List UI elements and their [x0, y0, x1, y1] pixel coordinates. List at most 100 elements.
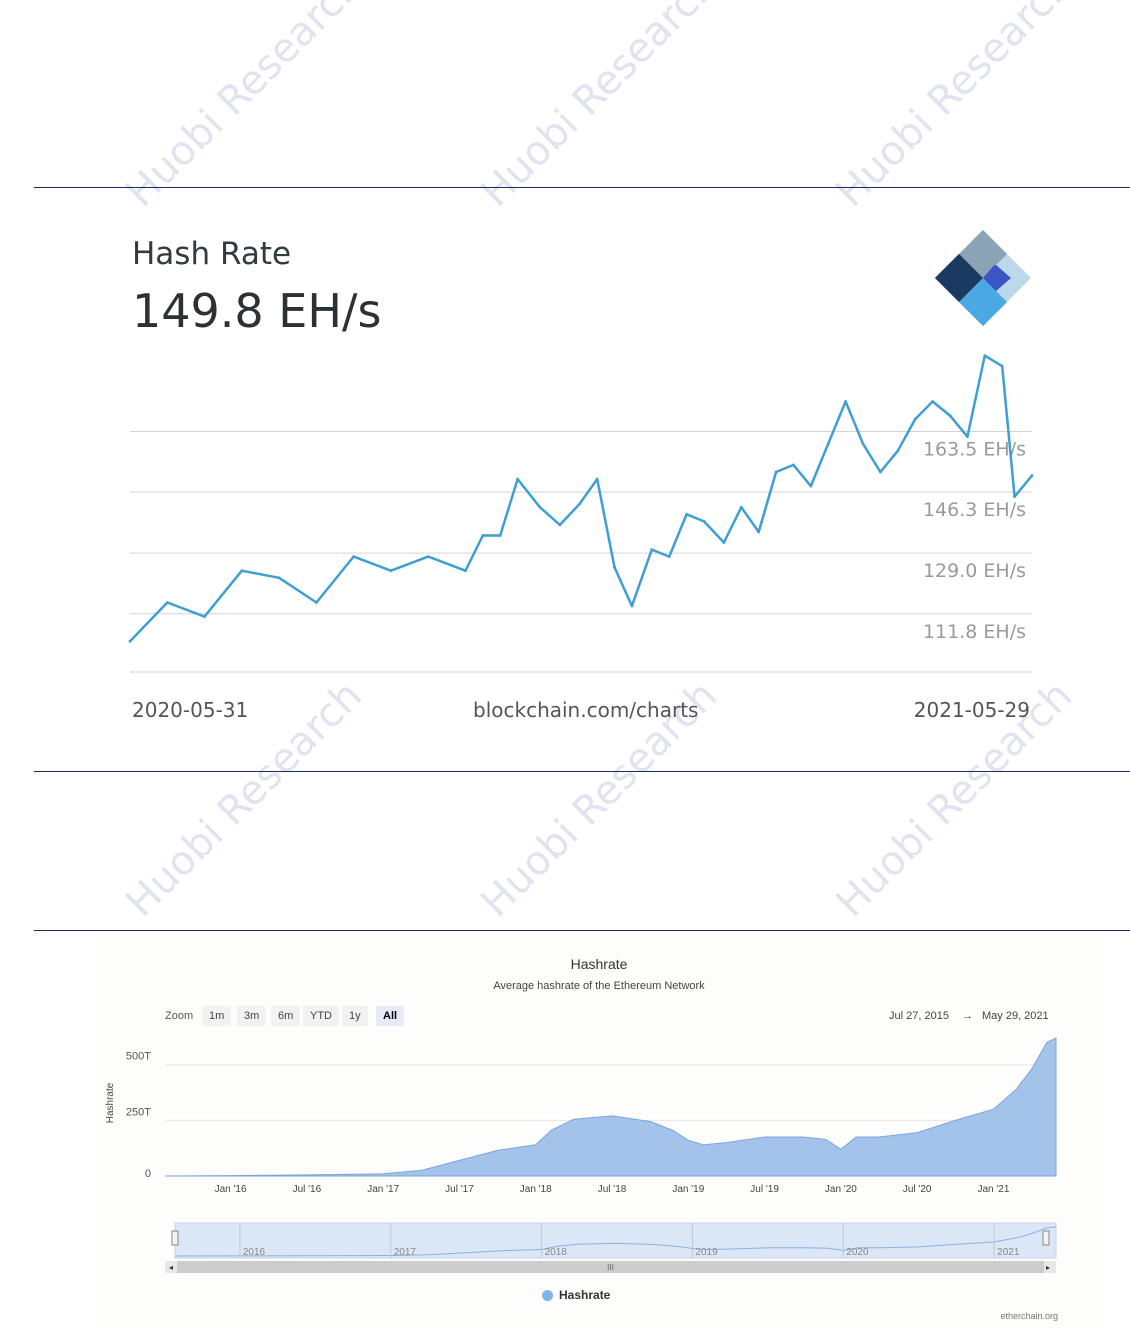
chart-title: Hashrate [570, 956, 628, 972]
source-label: blockchain.com/charts [473, 698, 699, 722]
zoom-label: Zoom [165, 1010, 194, 1022]
data-point [861, 442, 865, 446]
start-date: 2020-05-31 [132, 698, 249, 722]
watermark-text: Huobi Research [472, 0, 727, 216]
x-tick-label: Jul '20 [903, 1184, 932, 1195]
y-tick-label: 111.8 EH/s [923, 621, 1026, 643]
data-point [1030, 474, 1034, 477]
data-point [426, 555, 430, 559]
scrollbar-grip-icon: III [607, 1263, 614, 1272]
zoom-ytd-button[interactable]: YTD [303, 1006, 339, 1026]
y-tick-label: 163.5 EH/s [923, 438, 1026, 460]
end-date: 2021-05-29 [913, 698, 1030, 722]
chart-subtitle: Average hashrate of the Ethereum Network [493, 980, 705, 992]
y-tick-label: 500T [126, 1051, 151, 1063]
x-tick-label: Jul '17 [445, 1184, 474, 1195]
zoom-3m-button[interactable]: 3m [237, 1006, 267, 1026]
eth-hashrate-panel: Hashrate Average hashrate of the Ethereu… [94, 938, 1104, 1329]
data-point [667, 555, 671, 559]
data-point [879, 470, 882, 474]
y-tick-label: 250T [126, 1106, 151, 1118]
watermark-text: Huobi Research [827, 0, 1082, 216]
navigator-year-label: 2017 [394, 1247, 417, 1258]
y-axis-title: Hashrate [105, 1082, 116, 1123]
data-point [389, 569, 393, 573]
data-point [165, 601, 169, 604]
data-point [498, 534, 502, 537]
data-point [948, 414, 952, 417]
blockchain-logo-icon [935, 230, 1031, 326]
credit-link[interactable]: etherchain.org [1000, 1311, 1058, 1321]
zoom-1y-button[interactable]: 1y [342, 1006, 368, 1026]
data-point [774, 470, 778, 474]
separator-line [34, 771, 1130, 772]
zoom-all-button[interactable]: All [376, 1006, 405, 1026]
data-point [809, 484, 813, 488]
range-from[interactable]: Jul 27, 2015 [889, 1010, 949, 1022]
x-tick-label: Jul '19 [750, 1184, 779, 1195]
legend-marker[interactable] [542, 1290, 553, 1301]
data-point [277, 576, 281, 580]
x-tick-label: Jan '21 [977, 1184, 1009, 1195]
y-tick-label: 0 [145, 1168, 151, 1180]
btc-hashrate-chart: 163.5 EH/s 146.3 EH/s 129.0 EH/s 111.8 EH/s [128, 354, 1034, 673]
navigator-year-label: 2021 [997, 1247, 1020, 1258]
x-tick-label: Jan '20 [825, 1184, 857, 1195]
zoom-6m-button[interactable]: 6m [271, 1006, 301, 1026]
data-point [826, 442, 830, 446]
chart-title: Hash Rate [132, 236, 292, 272]
data-point [128, 639, 132, 643]
x-tick-label: Jan '19 [672, 1184, 704, 1195]
hashrate-line [129, 354, 1033, 643]
x-tick-label: Jul '18 [598, 1184, 627, 1195]
data-point [650, 548, 654, 551]
data-point [464, 569, 467, 573]
data-point [913, 417, 917, 421]
navigator-handle-right [1042, 1230, 1050, 1246]
navigator-year-label: 2019 [695, 1247, 718, 1258]
hashrate-value: 149.8 EH/s [132, 284, 382, 338]
range-arrow: → [962, 1010, 973, 1022]
scroll-left-icon: ◂ [169, 1263, 173, 1272]
data-point [578, 502, 582, 506]
data-point [792, 463, 795, 467]
separator-line [34, 930, 1130, 931]
range-to[interactable]: May 29, 2021 [982, 1010, 1049, 1022]
eth-hashrate-chart: 500T 250T 0 Hashrate Jan '16 Jul '16 Jan '17 Ju… [105, 1037, 1057, 1273]
data-point [685, 512, 689, 516]
data-point [558, 523, 562, 527]
x-tick-label: Jul '16 [293, 1184, 322, 1195]
x-tick-label: Jan '18 [520, 1184, 552, 1195]
x-tick-label: Jan '17 [367, 1184, 399, 1195]
data-point [983, 354, 987, 358]
data-point [630, 604, 634, 608]
data-point [931, 400, 935, 403]
data-point [613, 565, 616, 569]
data-point [203, 615, 206, 618]
separator-line [34, 187, 1130, 188]
data-point [314, 601, 318, 604]
data-point [516, 477, 520, 481]
legend-label[interactable]: Hashrate [559, 1288, 611, 1302]
data-point [538, 505, 542, 509]
data-point [352, 555, 356, 559]
navigator-year-label: 2018 [545, 1247, 568, 1258]
navigator-window [174, 1222, 1057, 1259]
scroll-right-icon: ▸ [1046, 1263, 1050, 1272]
data-point [1000, 364, 1004, 368]
zoom-1m-button[interactable]: 1m [202, 1006, 232, 1026]
navigator-handle-left [171, 1230, 179, 1246]
y-tick-label: 129.0 EH/s [923, 560, 1026, 582]
navigator-year-label: 2016 [243, 1247, 266, 1258]
data-point [965, 435, 969, 439]
navigator-series [174, 1226, 1057, 1257]
watermark-text: Huobi Research [117, 0, 372, 216]
data-point [702, 519, 706, 523]
data-point [739, 505, 743, 509]
x-tick-label: Jan '16 [215, 1184, 247, 1195]
scrollbar-thumb [177, 1261, 1044, 1273]
navigator-year-label: 2020 [846, 1247, 869, 1258]
data-point [1013, 495, 1017, 499]
data-point [595, 477, 599, 481]
data-point [844, 400, 848, 403]
